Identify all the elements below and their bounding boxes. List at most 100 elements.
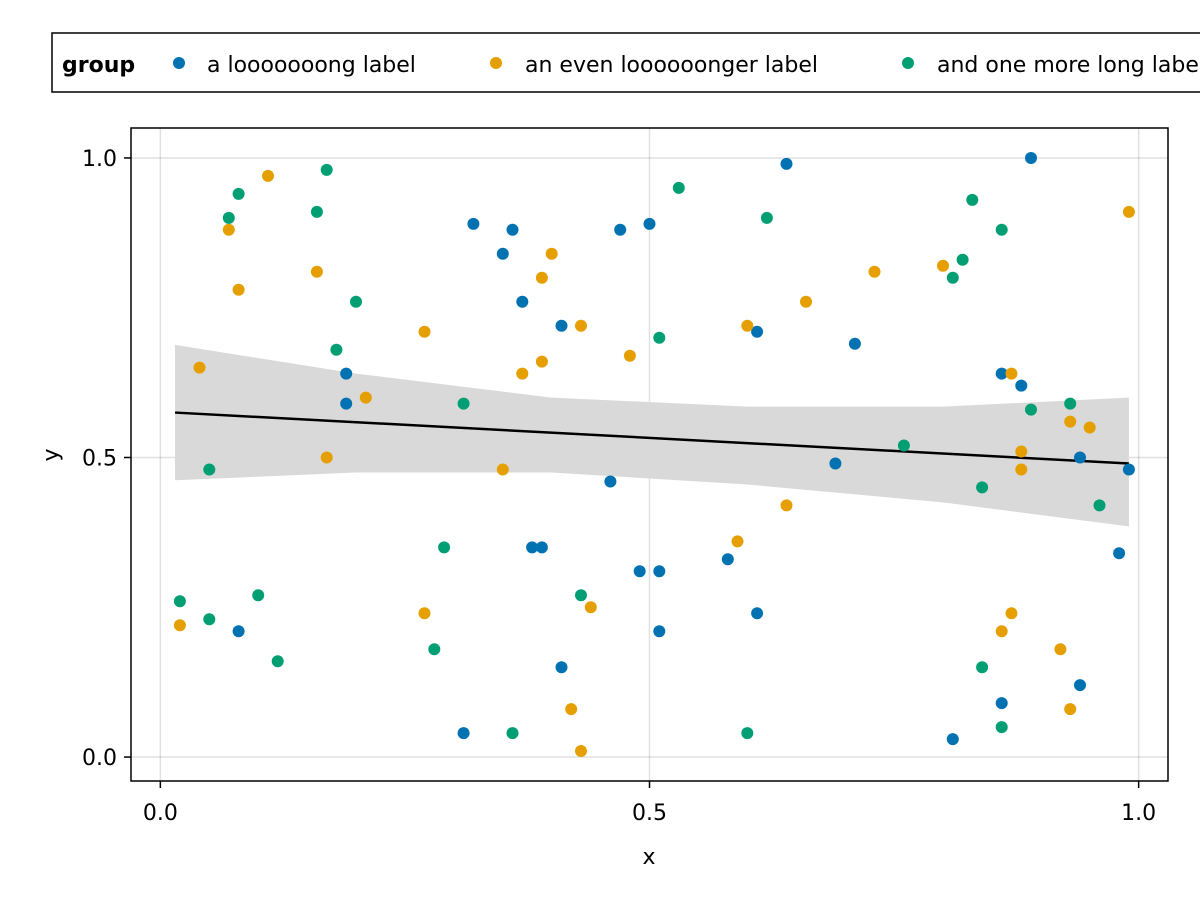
point-s2-34	[1064, 703, 1077, 716]
point-s1-22	[653, 565, 666, 578]
point-s1-23	[721, 553, 734, 566]
series-3-points	[173, 163, 1106, 740]
point-s2-7	[575, 319, 587, 332]
point-s2-26	[731, 535, 744, 548]
legend-item-series-3: and one more long label	[902, 53, 1200, 78]
point-s2-27	[418, 607, 431, 620]
legend-label-series-2: an even loooooonger label	[525, 53, 818, 78]
legend-title: group	[62, 53, 135, 78]
legend-frame	[51, 32, 1200, 93]
point-s2-24	[1015, 463, 1028, 476]
point-s1-3	[516, 295, 529, 308]
point-s2-21	[1064, 415, 1077, 428]
point-s2-13	[320, 451, 333, 464]
point-s1-4	[555, 319, 568, 332]
point-s1-25	[232, 625, 245, 638]
point-s3-15	[897, 439, 910, 452]
point-s3-12	[653, 331, 666, 344]
point-s1-21	[633, 565, 646, 578]
point-s2-1	[222, 223, 235, 236]
point-s3-5	[760, 211, 773, 224]
point-s2-31	[995, 625, 1008, 638]
point-s1-2	[496, 247, 509, 260]
x-axis-ticks: 0.0 0.5 1.0	[143, 781, 1156, 826]
point-s2-11	[193, 361, 206, 374]
point-s2-33	[565, 703, 578, 716]
point-s3-22	[252, 589, 265, 602]
legend-marker-series-1	[173, 57, 185, 69]
point-s1-28	[555, 661, 568, 674]
point-s1-8	[1025, 152, 1037, 164]
point-s3-3	[310, 205, 323, 218]
point-s2-2	[232, 283, 245, 296]
point-s1-15	[1074, 451, 1086, 464]
point-s1-16	[1122, 463, 1135, 476]
point-s2-16	[800, 295, 812, 308]
x-tick-label-1: 0.5	[632, 801, 667, 826]
y-tick-label-1: 0.5	[82, 446, 117, 471]
point-s2-18	[937, 259, 949, 272]
legend-item-series-1: a looooooong label	[173, 53, 416, 78]
point-s1-0	[467, 217, 480, 230]
point-s1-5	[614, 223, 627, 236]
point-s1-19	[526, 541, 539, 554]
point-s3-30	[995, 721, 1008, 734]
point-s3-21	[173, 595, 186, 608]
point-s2-10	[516, 367, 529, 380]
point-s2-29	[173, 619, 186, 632]
legend-item-series-2: an even loooooonger label	[490, 53, 818, 78]
point-s2-17	[868, 265, 881, 278]
point-s2-15	[741, 319, 754, 332]
legend: group a looooooong label an even loooooo…	[51, 32, 1200, 93]
point-s1-12	[848, 337, 861, 350]
point-s2-8	[623, 349, 636, 362]
point-s3-28	[506, 727, 519, 740]
point-s3-9	[946, 271, 959, 284]
point-s1-30	[995, 697, 1008, 710]
point-s3-20	[438, 541, 451, 554]
y-tick-label-0: 0.0	[82, 746, 117, 771]
legend-label-series-1: a looooooong label	[207, 53, 416, 78]
point-s1-14	[1015, 379, 1028, 392]
point-s1-31	[457, 727, 470, 740]
point-s2-3	[310, 265, 323, 278]
point-s2-14	[496, 463, 509, 476]
point-s2-25	[780, 499, 793, 512]
x-tick-label-0: 0.0	[143, 801, 178, 826]
point-s2-30	[1005, 607, 1018, 620]
series-1-points	[232, 152, 1135, 746]
point-s2-32	[1054, 643, 1067, 656]
regression-line	[174, 411, 1129, 465]
point-s3-18	[976, 481, 989, 494]
x-axis-label: x	[642, 845, 655, 870]
point-s3-10	[350, 295, 362, 308]
legend-marker-series-2	[490, 57, 502, 69]
x-tick-label-2: 1.0	[1121, 801, 1156, 826]
series-2-points	[173, 169, 1135, 757]
point-s1-18	[604, 475, 617, 488]
point-s3-23	[575, 589, 587, 602]
point-s2-22	[1083, 421, 1096, 434]
point-s1-7	[780, 157, 793, 170]
point-s1-17	[829, 457, 842, 470]
confidence-band	[175, 344, 1129, 527]
point-s1-26	[653, 625, 666, 638]
confidence-band-layer	[175, 344, 1129, 527]
regression-line-layer	[174, 411, 1129, 465]
y-tick-label-2: 1.0	[82, 147, 117, 172]
y-axis-label: y	[39, 448, 64, 461]
point-s1-6	[643, 217, 656, 230]
point-s3-25	[428, 643, 441, 656]
point-s3-24	[203, 613, 216, 626]
legend-marker-series-3	[902, 57, 914, 69]
point-s2-5	[535, 271, 548, 284]
point-s3-0	[320, 163, 333, 176]
point-s1-32	[946, 733, 959, 746]
point-s2-20	[1005, 367, 1018, 380]
point-s2-4	[545, 247, 558, 260]
point-s1-1	[506, 223, 519, 236]
point-s3-13	[457, 397, 470, 410]
plot-area	[130, 127, 1169, 782]
point-s3-16	[1025, 403, 1037, 416]
point-s3-6	[966, 193, 979, 206]
